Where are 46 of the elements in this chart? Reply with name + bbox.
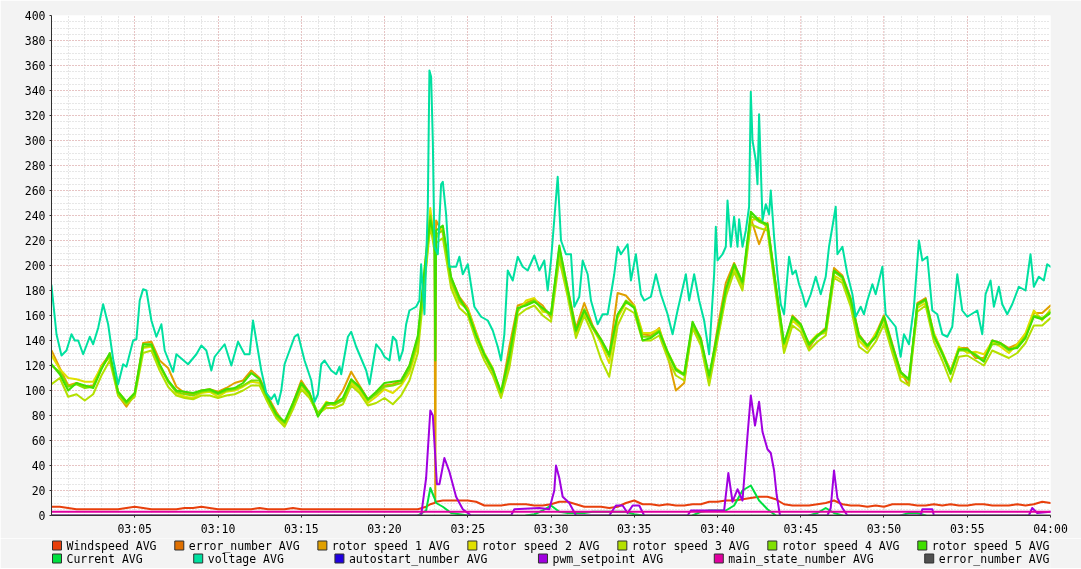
legend-label: error_number AVG (938, 551, 1050, 566)
legend-label: Windspeed AVG (66, 538, 157, 553)
x-tick-label: 03:15 (283, 521, 319, 536)
y-tick-label: 80 (31, 409, 46, 423)
legend-label: autostart_number AVG (348, 551, 488, 566)
y-tick-label: 100 (24, 384, 46, 398)
x-tick-label: 03:05 (117, 521, 153, 536)
legend-label: rotor speed 2 AVG (481, 538, 600, 553)
y-tick-label: 340 (24, 84, 46, 98)
legend-label: main_state_number AVG (728, 551, 874, 566)
y-tick-label: 260 (24, 184, 46, 198)
x-tick-label: 03:40 (700, 521, 735, 536)
y-tick-label: 60 (31, 434, 46, 448)
y-tick-label: 280 (24, 159, 46, 173)
y-tick-label: 0 (38, 509, 46, 523)
y-tick-label: 300 (24, 134, 46, 148)
y-tick-label: 320 (24, 109, 46, 123)
x-tick-label: 03:20 (367, 521, 402, 536)
x-tick-label: 03:45 (783, 521, 819, 536)
y-tick-label: 180 (24, 284, 46, 298)
y-tick-label: 40 (31, 459, 46, 473)
y-tick-label: 20 (31, 484, 46, 498)
x-tick-label: 03:35 (616, 521, 652, 536)
legend-label: rotor speed 3 AVG (631, 538, 750, 553)
x-tick-label: 03:30 (533, 521, 569, 536)
y-tick-label: 140 (24, 334, 46, 348)
legend-label: rotor speed 5 AVG (931, 538, 1050, 553)
y-tick-label: 240 (24, 209, 46, 223)
legend-label: voltage AVG (207, 551, 284, 566)
legend-label: error_number AVG (188, 538, 300, 553)
y-tick-label: 160 (24, 309, 46, 323)
legend-label: rotor speed 4 AVG (781, 538, 900, 553)
x-tick-label: 04:00 (1033, 521, 1068, 536)
legend-label: Current AVG (66, 551, 143, 566)
legend-label: rotor speed 1 AVG (331, 538, 450, 553)
y-tick-label: 360 (24, 59, 46, 73)
x-tick-label: 03:25 (450, 521, 486, 536)
y-tick-label: 400 (24, 9, 46, 23)
y-tick-label: 380 (24, 34, 46, 48)
legend-label: pwm_setpoint AVG (552, 551, 664, 566)
x-tick-label: 03:55 (949, 521, 985, 536)
y-tick-label: 120 (24, 359, 46, 373)
x-tick-label: 03:50 (866, 521, 902, 536)
y-tick-label: 220 (24, 234, 46, 248)
x-tick-label: 03:10 (200, 521, 236, 536)
y-tick-label: 200 (24, 259, 46, 273)
